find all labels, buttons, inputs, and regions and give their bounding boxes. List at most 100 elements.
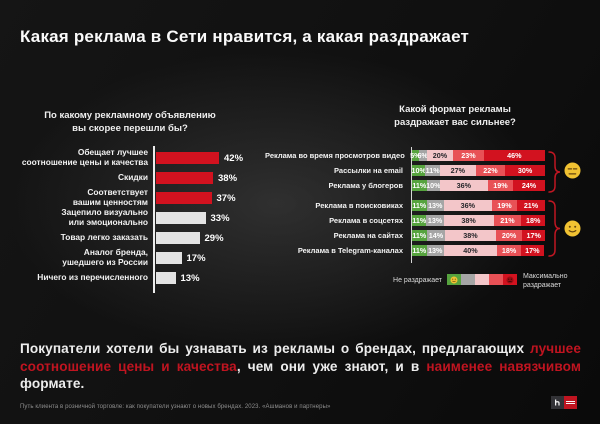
bar-segment: 11% [412, 245, 427, 256]
legend-scale-bar [447, 274, 517, 285]
bar-value: 42% [224, 152, 244, 164]
left-chart-title: По какому рекламному объявлению вы скоре… [18, 110, 242, 135]
legend-segment-1 [447, 274, 461, 285]
page-title: Какая реклама в Сети нравится, а какая р… [20, 27, 470, 46]
legend-label-right: Максимально раздражает [523, 273, 568, 291]
legend-label-right-line2: раздражает [523, 281, 562, 289]
bar-label: Реклама на сайтах [333, 231, 403, 240]
bar-segment: 36% [439, 180, 488, 191]
left-bar-chart: Обещает лучшее соотношение цены и качест… [20, 147, 243, 288]
bar [156, 232, 200, 244]
bar-label: Соответствует вашим ценностям [72, 187, 148, 207]
legend-angry-icon [506, 275, 514, 284]
stacked-bar-row: Реклама у блогеров 11% 10% 36% 19% 24% [265, 180, 565, 191]
bar-segment: 13% [426, 200, 444, 211]
bar-label: Реклама в соцсетях [329, 216, 403, 225]
bar-label: Зацепило визуально или эмоционально [61, 207, 148, 227]
bar-track: 29% [156, 232, 224, 244]
bar-label: Обещает лучшее соотношение цены и качест… [21, 147, 148, 167]
left-chart-row: Соответствует вашим ценностям 37% [20, 187, 243, 208]
left-chart-title-line1: По какому рекламному объявлению [44, 110, 216, 121]
bar-value: 17% [186, 252, 206, 264]
bar-segment: 27% [439, 165, 476, 176]
bar-value: 13% [180, 272, 200, 284]
bar-segment: 40% [443, 245, 498, 256]
stacked-bar: 5% 6% 20% 23% 46% [410, 150, 545, 161]
bar-segment: 6% [417, 150, 428, 161]
stacked-bar-row: Реклама в поисковиках 11% 13% 36% 19% 21% [265, 200, 565, 211]
bar-track: 38% [156, 172, 237, 184]
bar-label: Реклама в Telegram-каналах [297, 246, 403, 255]
summary-paragraph: Покупатели хотели бы узнавать из рекламы… [20, 340, 581, 393]
bar-label: Аналог бренда, ушедшего из России [62, 247, 148, 267]
bar [156, 272, 176, 284]
bar-segment: 11% [412, 200, 427, 211]
bar [156, 152, 219, 164]
bar-segment: 11% [425, 165, 440, 176]
source-note: Путь клиента в розничной торговле: как п… [20, 404, 331, 410]
bar-value: 29% [204, 232, 224, 244]
unamused-face-icon [564, 162, 581, 179]
ashmanov-partners-logo [551, 396, 577, 409]
bar [156, 172, 213, 184]
stacked-bar: 11% 10% 36% 19% 24% [412, 180, 545, 191]
bar-segment: 17% [521, 245, 544, 256]
stacked-bar: 10% 11% 27% 22% 30% [411, 165, 545, 176]
left-chart-row: Скидки 38% [20, 168, 243, 188]
bar-label: Ничего из перечисленного [37, 272, 148, 283]
legend-label-left: Не раздражает [393, 277, 442, 284]
stacked-bar-row: Рассылки на email 10% 11% 27% 22% 30% [265, 165, 565, 176]
bar-segment: 38% [443, 215, 494, 226]
bar-track: 13% [156, 272, 200, 284]
bar-segment: 5% [410, 150, 421, 161]
bar-value: 38% [218, 172, 238, 184]
bar-segment: 10% [426, 180, 441, 191]
bar-segment: 13% [426, 245, 444, 256]
bar [156, 192, 212, 204]
bar-segment: 36% [443, 200, 492, 211]
summary-accent-text: наименее навязчивом [426, 358, 581, 374]
bar-segment: 17% [522, 230, 545, 241]
bar-label: Скидки [117, 172, 148, 183]
bar-segment: 19% [487, 180, 514, 191]
group1-brace [548, 151, 561, 193]
summary-accent-text: лучшее соотношение цены и качества [20, 341, 581, 374]
right-chart-axis-line [411, 147, 413, 263]
bar-label: Реклама во время просмотров видео [265, 151, 405, 160]
bar [156, 212, 206, 224]
left-chart-title-line2: вы скорее перешли бы? [72, 122, 188, 134]
stacked-bar: 11% 13% 40% 18% 17% [412, 245, 545, 256]
bar-segment: 38% [445, 230, 496, 241]
bar-track: 42% [156, 152, 243, 164]
bar-track: 17% [156, 252, 206, 264]
left-chart-row: Аналог бренда, ушедшего из России 17% [20, 247, 243, 268]
bar-label: Товар легко заказать [60, 232, 148, 243]
left-chart-axis-line [153, 146, 155, 293]
bar-track: 37% [156, 192, 236, 204]
stacked-bar: 11% 14% 38% 20% 17% [412, 230, 545, 241]
bar-segment: 10% [411, 165, 426, 176]
bar-segment: 30% [505, 165, 545, 176]
stacked-bar-row: Реклама в Telegram-каналах 11% 13% 40% 18% 17… [265, 245, 565, 256]
bar-segment: 11% [412, 215, 427, 226]
bar-segment: 19% [491, 200, 518, 211]
legend-segment-4 [489, 274, 503, 285]
left-chart-row: Ничего из перечисленного 13% [20, 268, 243, 288]
bar-label: Реклама у блогеров [328, 181, 404, 190]
bar-segment: 23% [453, 150, 484, 161]
legend-segment-2 [461, 274, 475, 285]
stacked-bar: 11% 13% 38% 21% 18% [412, 215, 545, 226]
legend-segment-5 [503, 274, 517, 285]
bar-value: 33% [210, 212, 230, 224]
stacked-bar: 11% 13% 36% 19% 21% [412, 200, 545, 211]
bar-segment: 46% [483, 150, 545, 161]
bar-track: 33% [156, 212, 230, 224]
right-chart-title: Какой формат рекламы раздражает вас силь… [355, 104, 555, 129]
legend-segment-3 [475, 274, 489, 285]
legend-smiley-icon [450, 275, 458, 284]
bar-segment: 20% [495, 230, 523, 241]
bar-segment: 21% [493, 215, 522, 226]
bar-segment: 20% [426, 150, 454, 161]
bar-segment: 24% [513, 180, 545, 191]
